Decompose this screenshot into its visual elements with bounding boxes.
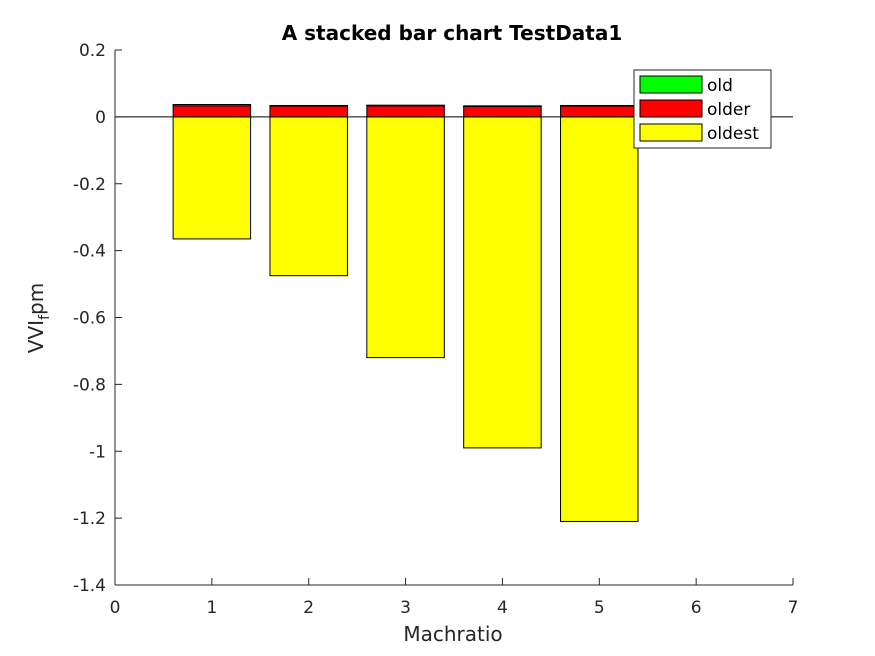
y-axis-title-main: VVI [24,320,48,353]
y-tick-label: -1.4 [73,576,106,596]
x-tick-label: 5 [594,598,605,618]
x-tick-label: 2 [303,598,314,618]
bar-older-3 [366,105,445,118]
y-tick-label: 0 [95,108,106,128]
bar-oldest-2 [269,116,348,277]
legend-label-older: older [707,100,750,120]
bar-old-2 [269,105,348,107]
y-tick-label: -0.4 [73,242,106,262]
y-tick-label: -0.2 [73,175,106,195]
bar-older-4 [463,106,542,118]
y-tick-label: -0.8 [73,375,106,395]
y-axis-title-rest: pm [24,283,48,315]
x-tick-label: 6 [691,598,702,618]
y-axis-title: VVIfpm [24,283,53,353]
bar-older-2 [269,105,348,118]
bar-old-1 [172,104,252,107]
legend-swatch-old [639,75,703,94]
bar-older-5 [560,105,639,118]
bar-oldest-3 [366,116,445,359]
y-axis-title-subscript: f [37,314,53,320]
y-tick-label: -0.6 [73,309,106,329]
bar-oldest-4 [463,116,542,449]
x-tick-label: 0 [110,598,121,618]
bar-oldest-1 [172,116,252,240]
y-tick-label: -1 [89,442,106,462]
x-tick-label: 1 [206,598,217,618]
legend-label-old: old [707,76,733,96]
legend-label-oldest: oldest [707,124,759,144]
plot-area: 0 1 2 3 4 5 6 7 0.2 0 -0.2 -0.4 -0.6 -0.8 -1 -1.2 -1.4 [73,41,799,618]
bar-old-4 [463,105,542,108]
x-tick-label: 7 [788,598,799,618]
bar-old-3 [366,104,445,107]
x-axis-title: Machratio [403,622,502,646]
chart-title: A stacked bar chart TestData1 [282,21,623,45]
x-tick-label: 3 [400,598,411,618]
bar-older-1 [172,105,252,118]
bar-oldest-5 [560,116,639,522]
y-tick-label: 0.2 [79,41,106,61]
legend-swatch-oldest [639,123,703,142]
x-tick-label: 4 [497,598,508,618]
bar-old-5 [560,105,639,107]
legend-swatch-older [639,99,703,118]
legend: old older oldest [633,69,772,149]
y-tick-label: -1.2 [73,509,106,529]
